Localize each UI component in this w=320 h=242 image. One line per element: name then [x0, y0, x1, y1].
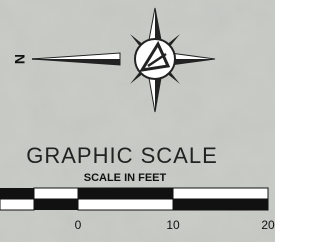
- scale-bar: [0, 188, 78, 210]
- scale-segment: [173, 188, 268, 199]
- scale-tick-label: 0: [75, 218, 82, 232]
- scale-tick-label: 10: [166, 218, 180, 232]
- map: N GRAPHIC SCALE SCALE IN FEET 0 10 20: [0, 0, 275, 242]
- page: {"north_arrow": {"label": "N"}, "scale":…: [0, 0, 275, 242]
- scale-tick-label: 20: [261, 218, 275, 232]
- scale-segment: [173, 199, 268, 210]
- scale-title: GRAPHIC SCALE: [26, 143, 218, 168]
- north-label: N: [12, 54, 28, 64]
- scale-segment: [78, 199, 173, 210]
- scale-segment: [78, 188, 173, 199]
- scale-unit-label: SCALE IN FEET: [84, 172, 167, 184]
